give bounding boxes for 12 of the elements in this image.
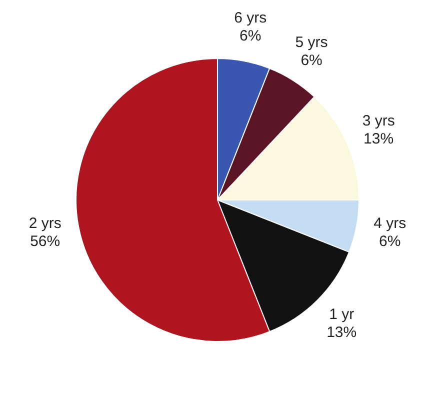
slice-label: 4 yrs [374, 215, 406, 232]
data-label: 6% [240, 28, 262, 45]
slice-label: 1 yr [329, 306, 354, 324]
slice-label: 3 yrs [362, 112, 395, 130]
slice-label: 6 yrs [234, 10, 267, 27]
data-label: 6% [300, 52, 322, 69]
slice-label: 2 yrs [28, 215, 62, 232]
data-label: 56% [30, 233, 60, 250]
slice-label: 5 yrs [295, 34, 328, 51]
data-label: 13% [364, 130, 394, 148]
data-label: 13% [326, 324, 357, 342]
data-label: 6% [379, 233, 401, 250]
